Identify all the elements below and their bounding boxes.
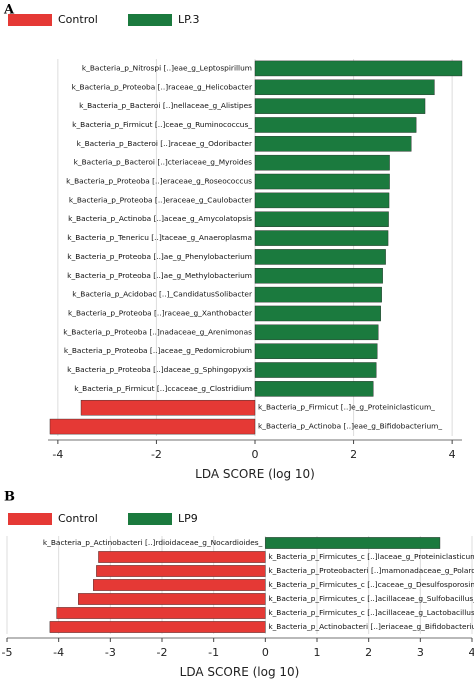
panel-label: A <box>3 3 15 18</box>
bar <box>49 621 266 633</box>
bar <box>254 60 463 77</box>
category-label: k_Bacteria_p_Proteoba [..]eraceae_g_Rose… <box>66 177 252 186</box>
category-label: k_Bacteria_p_Acidobac [..]_CandidatusSol… <box>72 290 253 299</box>
bar <box>254 381 374 397</box>
bar <box>78 593 266 605</box>
bar <box>254 343 378 359</box>
bar <box>254 268 383 284</box>
category-label: k_Bacteria_p_Firmicut [..]ceae_g_Ruminoc… <box>72 120 252 129</box>
bar <box>254 324 379 341</box>
bar <box>265 537 441 549</box>
x-tick-label: -1 <box>208 646 219 659</box>
legend-swatch <box>128 513 172 525</box>
legend-label: LP9 <box>178 512 198 525</box>
bar <box>254 211 389 227</box>
category-label: k_Bacteria_p_Actinobacteri [..]rdioidace… <box>43 538 263 547</box>
x-tick-label: 3 <box>417 646 424 659</box>
legend-label: Control <box>58 512 98 525</box>
category-label: k_Bacteria_p_Tenericu [..]taceae_g_Anaer… <box>67 233 252 242</box>
category-label: k_Bacteria_p_Proteoba [..]ae_g_Methyloba… <box>67 271 252 280</box>
x-tick-label: 0 <box>252 448 259 461</box>
category-label: k_Bacteria_p_Proteoba [..]eraceae_g_Caul… <box>69 195 253 204</box>
bar <box>254 117 417 133</box>
bar <box>80 399 256 416</box>
legend-label: Control <box>58 13 98 26</box>
category-label: k_Bacteria_p_Nitrospi [..]eae_g_Leptospi… <box>82 63 252 72</box>
x-axis-title: LDA SCORE (log 10) <box>195 467 315 481</box>
legend-swatch <box>128 14 172 26</box>
category-label: k_Bacteria_p_Firmicut [..]ccaceae_g_Clos… <box>74 384 252 393</box>
bar <box>93 579 266 591</box>
x-tick-label: -2 <box>151 448 162 461</box>
bar <box>254 154 390 171</box>
bar <box>96 565 266 577</box>
x-tick-label: 2 <box>365 646 372 659</box>
bar <box>254 362 377 378</box>
category-label: k_Bacteria_p_Bacteroi [..]nellaceae_g_Al… <box>79 101 252 110</box>
category-label: k_Bacteria_p_Proteoba [..]raceae_g_Helic… <box>72 82 253 91</box>
bar <box>254 136 412 152</box>
bar <box>98 551 266 563</box>
panel-label: B <box>4 490 15 505</box>
category-label: k_Bacteria_p_Actinobacteri [..]eriaceae_… <box>268 622 474 631</box>
x-tick-label: -5 <box>2 646 13 659</box>
x-tick-label: -2 <box>157 646 168 659</box>
x-tick-label: -4 <box>53 646 64 659</box>
category-label: k_Bacteria_p_Firmicutes_c [..]acillaceae… <box>268 594 474 603</box>
category-label: k_Bacteria_p_Firmicutes_c [..]laceae_g_P… <box>268 552 474 561</box>
x-tick-label: -4 <box>52 448 63 461</box>
category-label: k_Bacteria_p_Actinoba [..]aceae_g_Amycol… <box>68 214 252 223</box>
bar <box>49 418 256 435</box>
x-tick-label: 4 <box>449 448 456 461</box>
x-tick-label: 2 <box>350 448 357 461</box>
category-label: k_Bacteria_p_Proteoba [..]ae_g_Phenyloba… <box>67 252 252 261</box>
bar <box>254 249 386 265</box>
category-label: k_Bacteria_p_Bacteroi [..]cteriaceae_g_M… <box>74 158 252 167</box>
category-label: k_Bacteria_p_Proteobacteri [..]mamonadac… <box>268 566 474 575</box>
legend-swatch <box>8 513 52 525</box>
category-label: k_Bacteria_p_Proteoba [..]aceae_g_Pedomi… <box>64 346 252 355</box>
x-tick-label: -3 <box>105 646 116 659</box>
x-tick-label: 0 <box>262 646 269 659</box>
legend-swatch <box>8 14 52 26</box>
x-tick-label: 1 <box>314 646 321 659</box>
category-label: k_Bacteria_p_Proteoba [..]daceae_g_Sphin… <box>67 365 252 374</box>
category-label: k_Bacteria_p_Actinoba [..]eae_g_Bifidoba… <box>258 422 442 431</box>
bar <box>254 173 390 190</box>
x-axis-title: LDA SCORE (log 10) <box>180 665 300 679</box>
legend-label: LP.3 <box>178 13 200 26</box>
category-label: k_Bacteria_p_Proteoba [..]nadaceae_g_Are… <box>63 327 252 336</box>
bar <box>254 98 426 114</box>
bar <box>56 607 266 619</box>
category-label: k_Bacteria_p_Firmicut [..]e_g_Proteinicl… <box>258 403 435 412</box>
x-tick-label: 4 <box>469 646 474 659</box>
category-label: k_Bacteria_p_Proteoba [..]raceae_g_Xanth… <box>68 308 253 317</box>
bar <box>254 305 381 322</box>
bar <box>254 286 382 303</box>
bar <box>254 79 435 96</box>
bar <box>254 230 389 246</box>
bar <box>254 192 390 209</box>
category-label: k_Bacteria_p_Bacteroi [..]raceae_g_Odori… <box>77 139 253 148</box>
category-label: k_Bacteria_p_Firmicutes_c [..]acillaceae… <box>268 608 474 617</box>
category-label: k_Bacteria_p_Firmicutes_c [..]caceae_g_D… <box>268 580 474 589</box>
